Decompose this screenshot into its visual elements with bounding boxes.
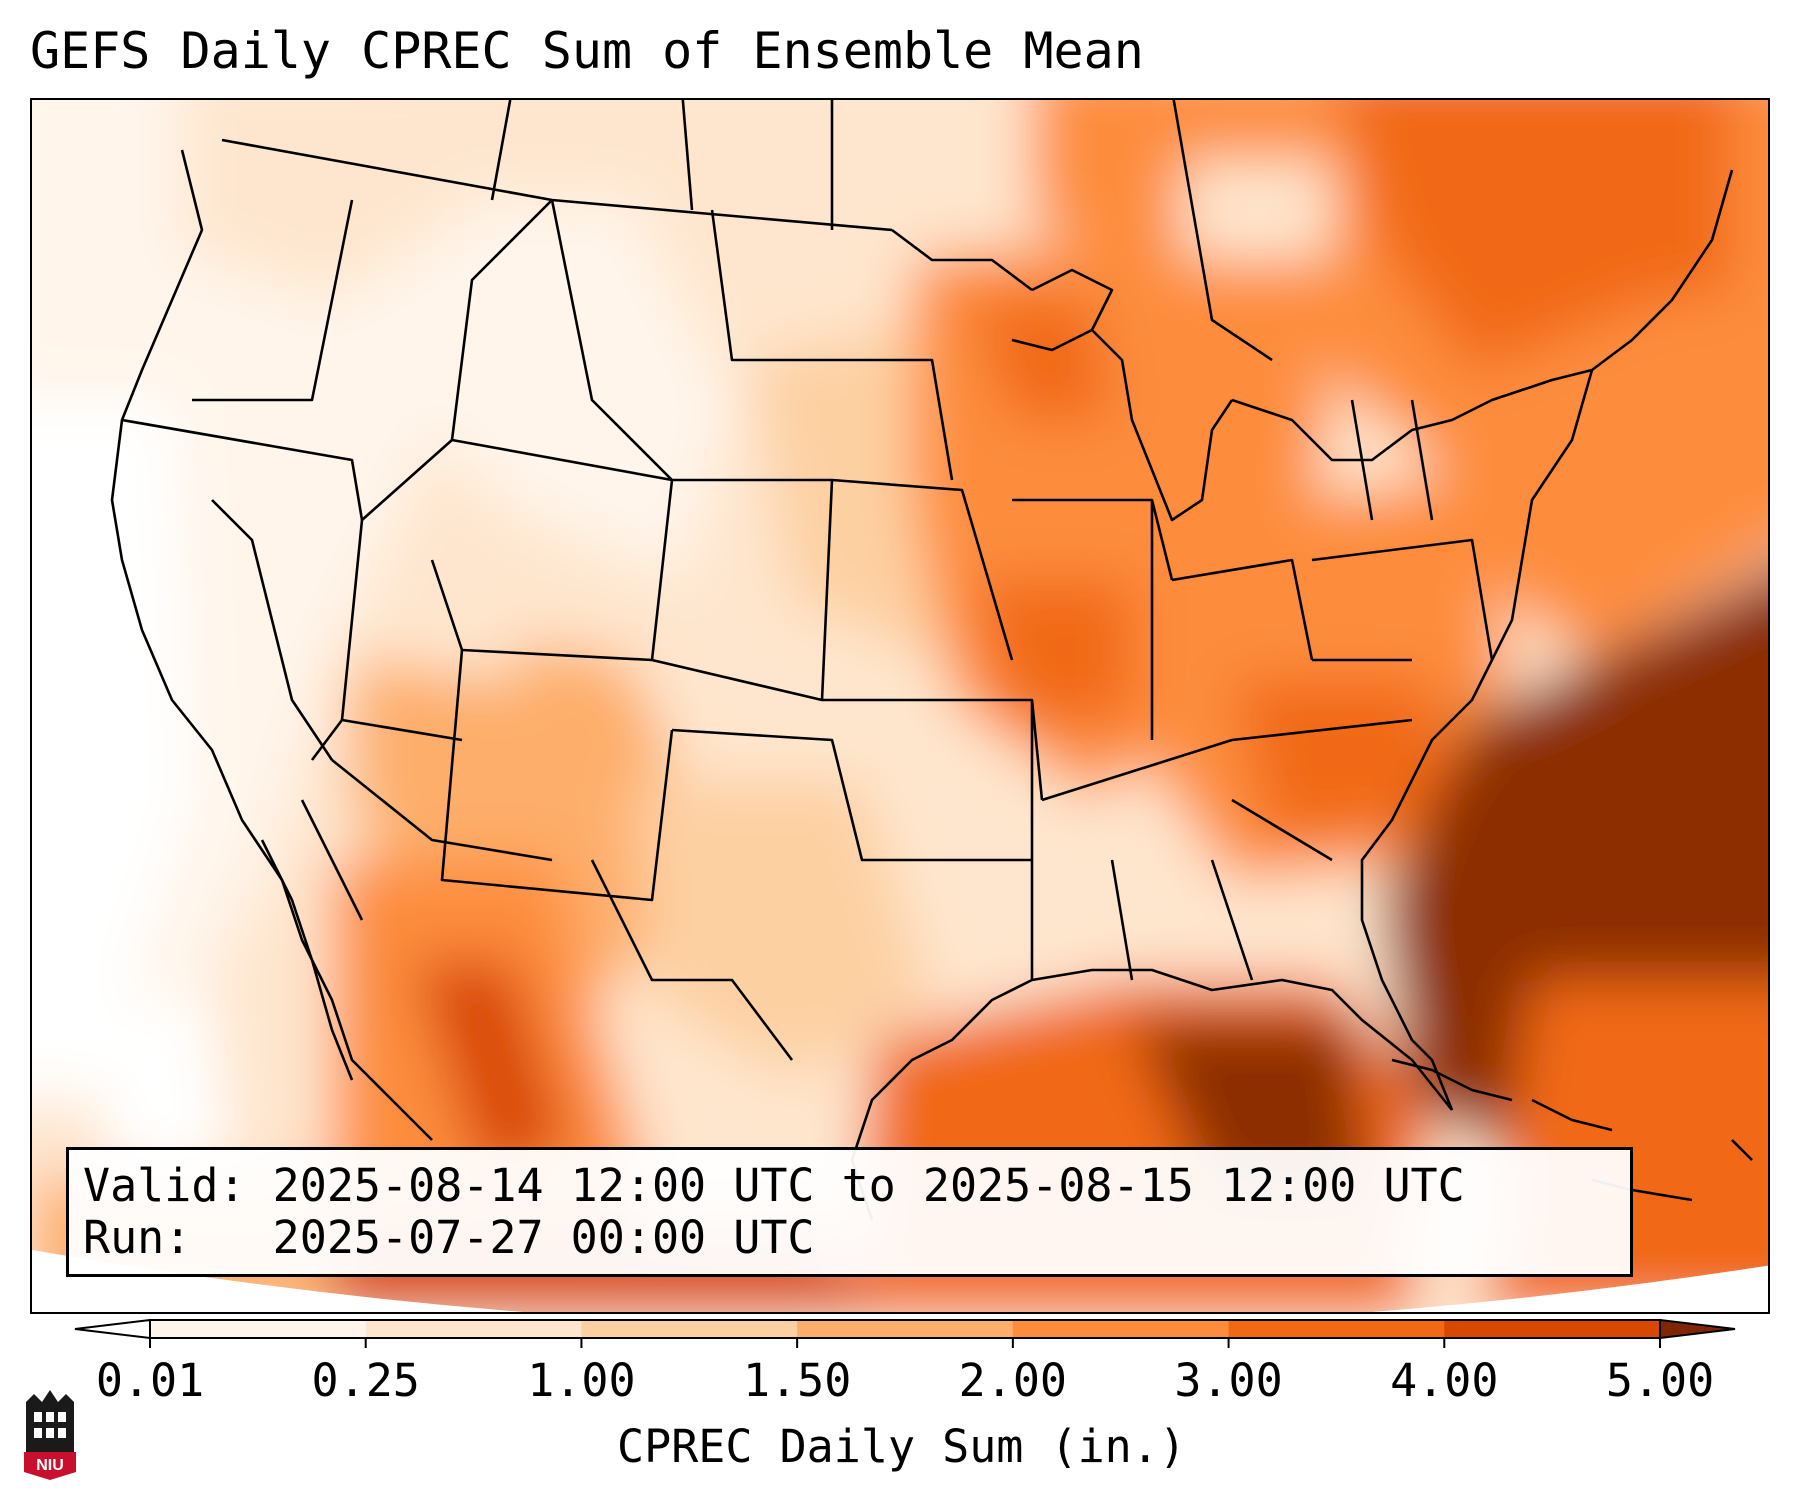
colorbar-segments: [74, 1318, 1736, 1340]
colorbar-label: CPREC Daily Sum (in.): [617, 1420, 1186, 1473]
run-value: 2025-07-27 00:00 UTC: [272, 1211, 815, 1264]
colorbar-segment: [1228, 1320, 1445, 1338]
colorbar-ticks: 0.01 0.25 1.00 1.50 2.00 3.00 4.00 5.00: [96, 1338, 1714, 1407]
colorbar-tick-label: 0.25: [312, 1354, 420, 1407]
colorbar-tick-label: 2.00: [959, 1354, 1067, 1407]
valid-value: 2025-08-14 12:00 UTC to 2025-08-15 12:00…: [272, 1159, 1465, 1212]
valid-label: Valid:: [83, 1159, 246, 1212]
colorbar-segment: [581, 1320, 798, 1338]
colorbar: 0.01 0.25 1.00 1.50 2.00 3.00 4.00 5.00: [74, 1318, 1736, 1407]
colorbar-tick-label: 3.00: [1174, 1354, 1282, 1407]
colorbar-outline: [149, 1319, 1661, 1339]
map-panel: [30, 98, 1770, 1314]
colorbar-segment: [150, 1320, 367, 1338]
colorbar-under-arrow: [74, 1318, 151, 1340]
colorbar-tick-label: 1.50: [743, 1354, 851, 1407]
colorbar-segment: [1444, 1320, 1661, 1338]
colorbar-segment: [365, 1320, 582, 1338]
colorbar-segment: [797, 1320, 1014, 1338]
valid-run-info-box: Valid: 2025-08-14 12:00 UTC to 2025-08-1…: [66, 1147, 1633, 1277]
colorbar-tick-label: 4.00: [1390, 1354, 1498, 1407]
colorbar-segment: [1012, 1320, 1230, 1338]
precip-field: [32, 100, 1768, 1312]
colorbar-tick-label: 0.01: [96, 1354, 204, 1407]
run-label: Run:: [83, 1211, 192, 1264]
niu-logo-text: NIU: [36, 1457, 64, 1474]
precipitation-map: [32, 100, 1768, 1312]
boundaries: [110, 100, 1753, 1221]
map-title: GEFS Daily CPREC Sum of Ensemble Mean: [30, 22, 1144, 80]
colorbar-tick-label: 5.00: [1606, 1354, 1714, 1407]
colorbar-over-arrow: [1659, 1318, 1736, 1340]
projection-edge: [32, 1250, 1768, 1312]
niu-logo: NIU: [24, 1390, 76, 1480]
colorbar-tick-label: 1.00: [527, 1354, 635, 1407]
